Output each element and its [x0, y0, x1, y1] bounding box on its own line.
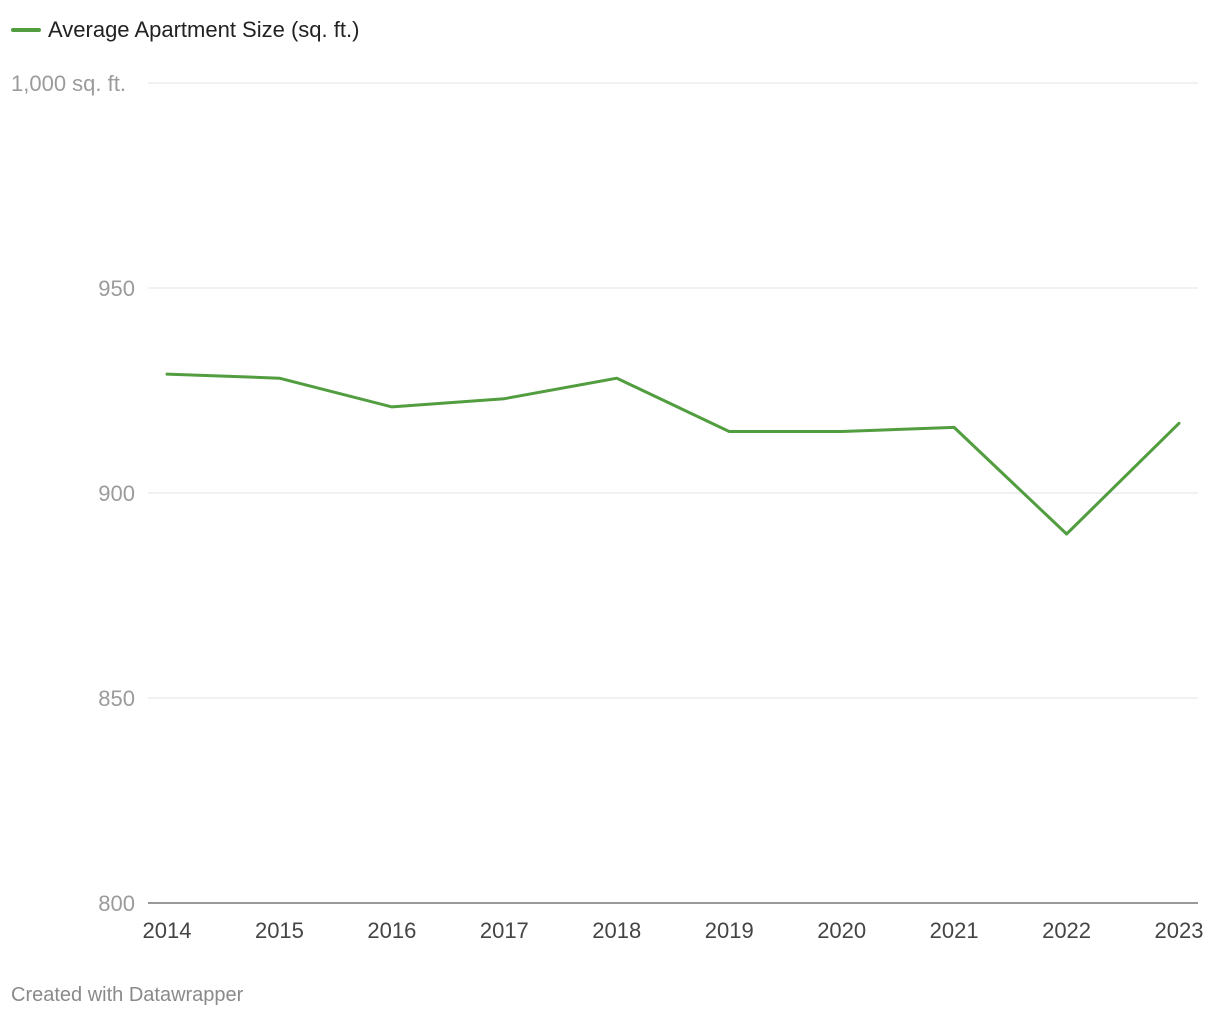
x-tick-label: 2018 — [592, 918, 641, 943]
y-tick-label: 900 — [98, 481, 135, 506]
legend-label: Average Apartment Size (sq. ft.) — [48, 17, 360, 42]
series-line — [165, 372, 1181, 536]
footer-credit: Created with Datawrapper — [11, 984, 244, 1006]
x-tick-label: 2020 — [817, 918, 866, 943]
x-tick-label: 2017 — [480, 918, 529, 943]
chart-legend: Average Apartment Size (sq. ft.) — [11, 14, 359, 46]
legend-swatch — [11, 28, 41, 32]
x-tick-label: 2019 — [705, 918, 754, 943]
y-tick-label: 1,000 sq. ft. — [11, 71, 126, 96]
x-tick-label: 2014 — [143, 918, 192, 943]
y-tick-label: 850 — [98, 686, 135, 711]
x-tick-label: 2022 — [1042, 918, 1091, 943]
x-tick-label: 2016 — [367, 918, 416, 943]
x-tick-label: 2021 — [930, 918, 979, 943]
y-tick-label: 950 — [98, 276, 135, 301]
x-tick-label: 2015 — [255, 918, 304, 943]
y-tick-label: 800 — [98, 891, 135, 916]
x-tick-label: 2023 — [1155, 918, 1204, 943]
